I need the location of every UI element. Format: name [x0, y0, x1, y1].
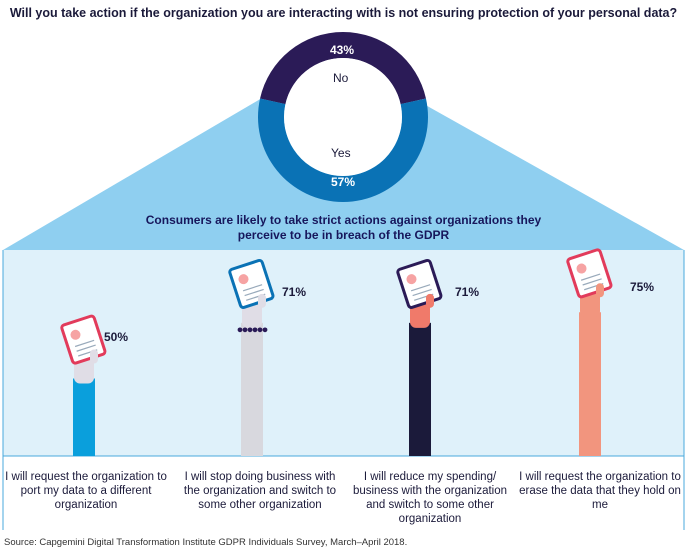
action-label-4: I will request the organization to erase…: [519, 471, 681, 511]
bar-value-label-4: 75%: [630, 280, 655, 294]
pictogram-bar-2: [228, 258, 275, 456]
donut-slice-no: [260, 32, 426, 105]
donut-hole: [284, 58, 402, 176]
action-label-1: I will request the organization to port …: [5, 471, 167, 511]
pictogram-bar-4: [566, 248, 613, 456]
pictogram-bar-3: [396, 258, 443, 456]
pictogram-bar-1: [60, 314, 107, 456]
bar-value-label-2: 71%: [282, 285, 307, 299]
pictogram-bars: [60, 248, 613, 456]
bar-value-label-1: 50%: [104, 330, 129, 344]
action-label-3: I will reduce my spending/ business with…: [352, 471, 508, 525]
donut-value-yes: 57%: [331, 175, 356, 189]
donut-chart: [258, 32, 428, 203]
action-label-2: I will stop doing business with the orga…: [183, 471, 337, 511]
bar-value-label-3: 71%: [455, 285, 480, 299]
column-separators: [2, 250, 685, 530]
donut-slice-yes: [258, 98, 428, 203]
actions-panel: [3, 250, 684, 456]
survey-question: Will you take action if the organization…: [9, 6, 678, 20]
donut-value-no: 43%: [330, 43, 355, 57]
donut-label-no-name: No: [333, 71, 349, 85]
donut-label-yes-name: Yes: [331, 146, 351, 160]
source-note: Source: Capgemini Digital Transformation…: [4, 537, 408, 548]
chart-headline: Consumers are likely to take strict acti…: [145, 213, 542, 242]
